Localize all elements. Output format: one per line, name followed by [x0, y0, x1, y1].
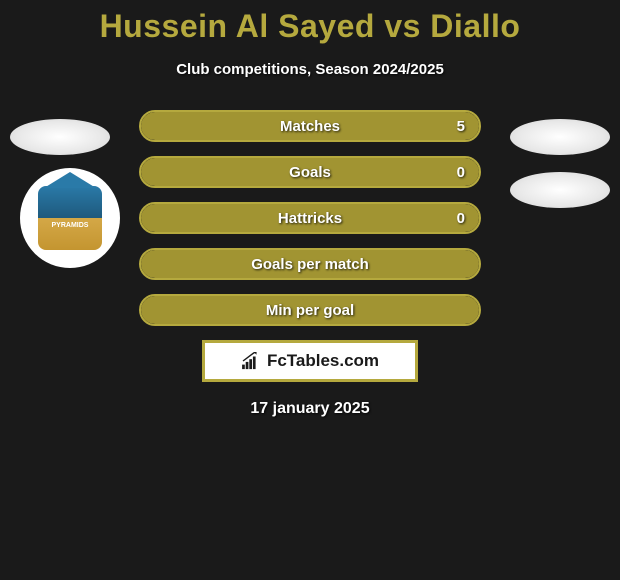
- stat-label: Min per goal: [266, 302, 354, 319]
- date-label: 17 january 2025: [0, 400, 620, 418]
- stat-label: Matches: [280, 118, 340, 135]
- stat-row-goals: Goals 0: [139, 156, 481, 188]
- stat-value: 5: [457, 118, 465, 135]
- club-logo: PYRAMIDS: [20, 168, 120, 268]
- stat-label: Goals: [289, 164, 331, 181]
- club-name-label: PYRAMIDS: [52, 222, 89, 229]
- stat-label: Goals per match: [251, 256, 369, 273]
- club-crest: PYRAMIDS: [38, 186, 102, 250]
- chart-icon: [241, 352, 263, 370]
- stat-row-matches: Matches 5: [139, 110, 481, 142]
- player-badge-right-2: [510, 172, 610, 208]
- stat-row-min-per-goal: Min per goal: [139, 294, 481, 326]
- stat-row-hattricks: Hattricks 0: [139, 202, 481, 234]
- player-badge-left: [10, 119, 110, 155]
- stat-label: Hattricks: [278, 210, 342, 227]
- player-badge-right-1: [510, 119, 610, 155]
- stats-container: Matches 5 Goals 0 Hattricks 0 Goals per …: [139, 110, 481, 326]
- page-title: Hussein Al Sayed vs Diallo: [0, 0, 620, 45]
- brand-box: FcTables.com: [202, 340, 418, 382]
- stat-value: 0: [457, 210, 465, 227]
- stat-row-goals-per-match: Goals per match: [139, 248, 481, 280]
- brand-text: FcTables.com: [267, 351, 379, 371]
- subtitle: Club competitions, Season 2024/2025: [0, 61, 620, 78]
- stat-value: 0: [457, 164, 465, 181]
